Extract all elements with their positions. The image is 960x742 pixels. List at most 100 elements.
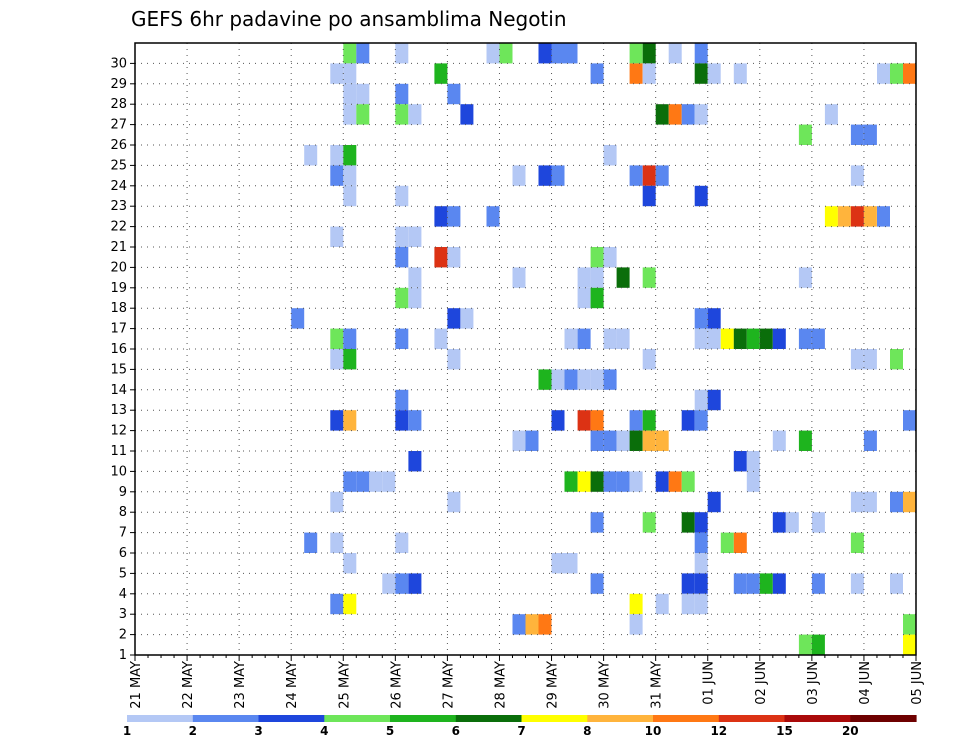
heatmap-cell xyxy=(772,430,786,451)
heatmap-cell xyxy=(564,328,578,349)
heatmap-cell xyxy=(707,308,721,329)
heatmap-cell xyxy=(447,491,461,513)
heatmap-cell xyxy=(642,349,656,370)
heatmap-cell xyxy=(877,206,890,227)
heatmap-cell xyxy=(330,410,344,431)
heatmap-cell xyxy=(434,328,448,349)
x-tick-label: 30 MAY xyxy=(598,661,613,709)
heatmap-cell xyxy=(577,410,591,431)
heatmap-cell xyxy=(824,104,838,125)
heatmap-cell xyxy=(512,614,526,635)
x-tick-label: 26 MAY xyxy=(389,661,404,709)
heatmap-cell xyxy=(668,104,682,125)
heatmap-cell xyxy=(564,471,578,492)
y-tick-label: 3 xyxy=(119,607,127,622)
colorbar-label: 15 xyxy=(776,724,793,738)
heatmap-cell xyxy=(525,614,539,635)
heatmap-cell xyxy=(564,553,578,574)
colorbar-label: 4 xyxy=(320,724,328,738)
heatmap-cell xyxy=(577,267,591,288)
heatmap-cell xyxy=(694,553,708,574)
heatmap-cell xyxy=(694,512,708,533)
heatmap-cell xyxy=(369,471,383,492)
heatmap-cell xyxy=(642,63,656,84)
heatmap-cell xyxy=(863,349,877,370)
y-tick-label: 7 xyxy=(119,526,127,541)
x-tick-label: 02 JUN xyxy=(754,661,769,705)
heatmap-cell xyxy=(551,165,565,186)
heatmap-cell xyxy=(603,145,617,166)
y-tick-label: 1 xyxy=(119,648,127,663)
y-tick-label: 12 xyxy=(110,424,127,439)
heatmap-cell xyxy=(603,328,617,349)
heatmap-cell xyxy=(629,165,643,186)
heatmap-cell xyxy=(733,328,747,349)
heatmap-cell xyxy=(343,593,357,615)
heatmap-cell xyxy=(890,63,903,84)
heatmap-cell xyxy=(798,328,812,349)
heatmap-cell xyxy=(785,512,799,533)
heatmap-cell xyxy=(707,491,721,513)
x-tick-label: 24 MAY xyxy=(285,661,300,709)
heatmap-cell xyxy=(577,287,591,309)
heatmap-cell xyxy=(590,287,604,309)
y-tick-label: 16 xyxy=(110,342,127,357)
x-tick-label: 23 MAY xyxy=(233,661,248,709)
heatmap-cell xyxy=(408,410,422,431)
heatmap-cell xyxy=(877,63,890,84)
colorbar-label: 5 xyxy=(386,724,394,738)
heatmap-cell xyxy=(343,145,357,166)
heatmap-cell xyxy=(395,226,409,247)
heatmap-cell xyxy=(642,165,656,186)
heatmap-cell xyxy=(616,267,630,288)
heatmap-cell xyxy=(343,43,357,64)
heatmap-cell xyxy=(590,267,604,288)
heatmap-cell xyxy=(590,369,604,390)
colorbar-swatch xyxy=(192,715,260,722)
heatmap-cell xyxy=(642,185,656,207)
colorbar-swatch xyxy=(587,715,654,722)
heatmap-cell xyxy=(863,124,877,145)
colorbar-label: 1 xyxy=(123,724,131,738)
x-axis: 21 MAY 22 MAY 23 MAY 24 MAY 25 MAY 26 MAY 27 M… xyxy=(129,655,925,709)
heatmap-cells xyxy=(291,43,916,655)
heatmap-cell xyxy=(707,63,721,84)
heatmap-cell xyxy=(642,410,656,431)
colorbar-label: 10 xyxy=(645,724,662,738)
heatmap-cell xyxy=(538,369,552,390)
heatmap-cell xyxy=(408,267,422,288)
y-tick-label: 18 xyxy=(110,301,127,316)
heatmap-cell xyxy=(330,491,344,513)
heatmap-cell xyxy=(668,43,682,64)
heatmap-cell xyxy=(356,83,370,105)
heatmap-cell xyxy=(694,104,708,125)
heatmap-cell xyxy=(512,430,526,451)
y-tick-label: 15 xyxy=(110,362,127,377)
heatmap-cell xyxy=(681,512,695,533)
heatmap-cell xyxy=(733,63,747,84)
heatmap-cell xyxy=(343,104,357,125)
y-tick-label: 6 xyxy=(119,546,127,561)
heatmap-cell xyxy=(655,471,669,492)
heatmap-cell xyxy=(746,328,760,349)
y-tick-label: 5 xyxy=(119,566,127,581)
heatmap-cell xyxy=(642,430,656,451)
heatmap-cell xyxy=(395,104,409,125)
heatmap-cell xyxy=(447,247,461,268)
heatmap-cell xyxy=(811,512,825,533)
heatmap-cell xyxy=(746,451,760,472)
y-tick-label: 22 xyxy=(110,220,127,235)
heatmap-cell xyxy=(590,573,604,594)
grid-lines xyxy=(135,43,916,656)
heatmap-cell xyxy=(486,43,500,64)
heatmap-cell xyxy=(707,389,721,411)
heatmap-cell xyxy=(655,104,669,125)
x-tick-label: 27 MAY xyxy=(441,661,456,709)
heatmap-cell xyxy=(694,185,708,207)
heatmap-cell xyxy=(382,573,396,594)
y-tick-label: 9 xyxy=(119,485,127,500)
heatmap-cell xyxy=(681,573,695,594)
heatmap-cell xyxy=(720,532,734,553)
heatmap-cell xyxy=(642,43,656,64)
